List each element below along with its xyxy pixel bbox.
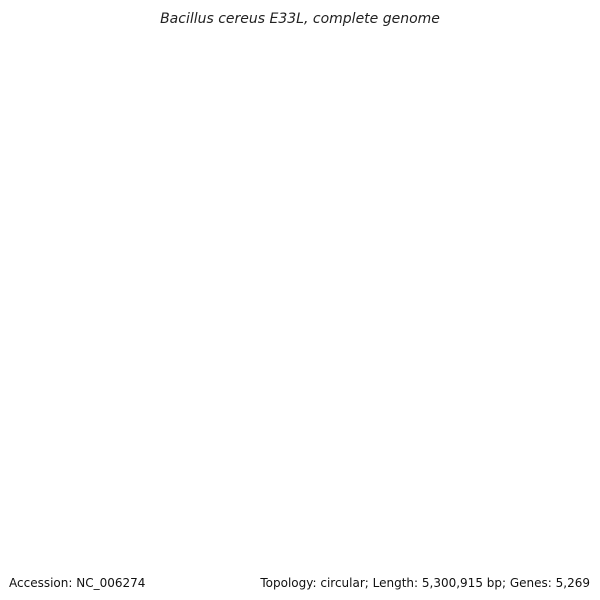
genome-summary: Topology: circular; Length: 5,300,915 bp…: [260, 576, 590, 590]
map-title: Bacillus cereus E33L, complete genome: [160, 11, 440, 27]
accession-text: Accession: NC_006274: [9, 576, 146, 590]
